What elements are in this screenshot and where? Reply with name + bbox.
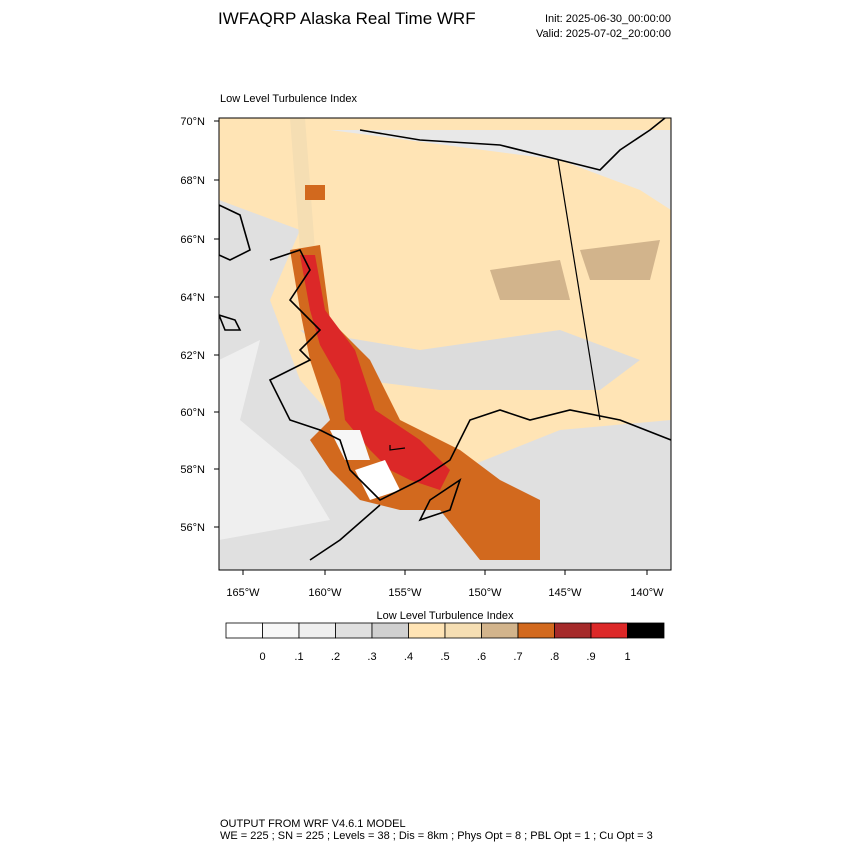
colorbar-title: Low Level Turbulence Index <box>377 610 514 622</box>
colorbar-label: 0 <box>259 651 265 663</box>
field-tan <box>490 240 660 300</box>
field-north-gray <box>330 130 671 210</box>
field-white <box>355 460 400 500</box>
colorbar-swatch <box>335 622 373 639</box>
axis-labels: 70°N 68°N 66°N 64°N 62°N 60°N 58°N 56°N 165°W 160… <box>180 116 664 599</box>
coastline <box>219 118 671 561</box>
colorbar-swatch <box>590 622 628 639</box>
colorbar-swatch <box>444 622 482 639</box>
lon-label: 150°W <box>468 587 502 599</box>
lat-label: 58°N <box>180 464 205 476</box>
valid-time: Valid: 2025-07-02_20:00:00 <box>536 28 671 40</box>
colorbar-label: .9 <box>586 651 595 663</box>
field-wheat-strip <box>290 118 315 250</box>
lon-label: 155°W <box>388 587 422 599</box>
colorbar-label: .5 <box>440 651 449 663</box>
colorbar-swatch <box>262 622 300 639</box>
field-orange <box>290 245 540 560</box>
colorbar-label: .8 <box>550 651 559 663</box>
lat-label: 56°N <box>180 522 205 534</box>
colorbar-label: .6 <box>477 651 486 663</box>
colorbar-swatch <box>554 622 592 639</box>
lon-label: 160°W <box>308 587 342 599</box>
colorbar-label: .4 <box>404 651 413 663</box>
lat-label: 62°N <box>180 350 205 362</box>
lat-label: 70°N <box>180 116 205 128</box>
colorbar-swatch <box>298 622 336 639</box>
footer-line2: WE = 225 ; SN = 225 ; Levels = 38 ; Dis … <box>220 830 653 842</box>
colorbar-swatch <box>225 622 263 639</box>
colorbar-swatch <box>408 622 446 639</box>
footer-line1: OUTPUT FROM WRF V4.6.1 MODEL <box>220 818 406 830</box>
map-title: Low Level Turbulence Index <box>220 93 357 105</box>
colorbar-swatch <box>481 622 519 639</box>
colorbar-label: .7 <box>513 651 522 663</box>
lat-label: 66°N <box>180 234 205 246</box>
field-white2 <box>330 430 370 460</box>
border <box>389 159 601 451</box>
lat-label: 64°N <box>180 292 205 304</box>
colorbar-label: 1 <box>624 651 630 663</box>
colorbar-label: .1 <box>294 651 303 663</box>
colorbar-label: .2 <box>331 651 340 663</box>
colorbar-swatch <box>517 622 555 639</box>
field-orange-spot <box>305 185 325 200</box>
map-field <box>219 118 671 570</box>
init-time: Init: 2025-06-30_00:00:00 <box>545 13 671 25</box>
page-title: IWFAQRP Alaska Real Time WRF <box>218 9 476 28</box>
map-frame <box>218 117 672 571</box>
lon-label: 165°W <box>226 587 260 599</box>
colorbar-swatch <box>371 622 409 639</box>
field-mid-gray <box>300 330 640 390</box>
field-red <box>300 255 450 490</box>
lat-label: 60°N <box>180 407 205 419</box>
lon-label: 140°W <box>630 587 664 599</box>
colorbar-swatch <box>627 622 665 639</box>
lat-label: 68°N <box>180 175 205 187</box>
colorbar-label: .3 <box>367 651 376 663</box>
colorbar: 0 .1 .2 .3 .4 .5 .6 .7 .8 .9 1 <box>225 622 665 663</box>
field-gray <box>219 200 671 570</box>
field-lightgray <box>219 340 330 540</box>
lon-label: 145°W <box>548 587 582 599</box>
